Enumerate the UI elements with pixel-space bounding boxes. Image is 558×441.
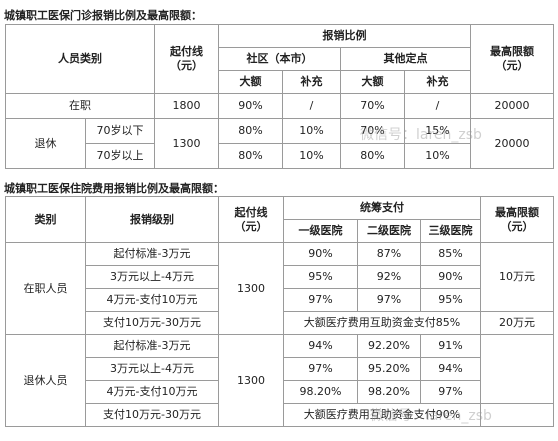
cell: 70% (340, 93, 405, 119)
cell: 95% (420, 288, 481, 312)
cell: 90% (218, 93, 283, 119)
cell: 1300 (218, 334, 284, 427)
cell: 20000 (470, 118, 554, 169)
cell: 92.20% (357, 334, 421, 358)
section-title: 城镇职工医保门诊报销比例及最高限额： (4, 9, 202, 22)
header-cell: 一级医院 (283, 219, 358, 243)
cell: 80% (340, 143, 405, 169)
header-cell: 报销级别 (85, 196, 219, 243)
cell: 95.20% (357, 357, 421, 381)
cell: 10% (404, 143, 471, 169)
cell: 95% (283, 265, 358, 289)
cell: 在职人员 (5, 242, 86, 335)
cell: 70岁以上 (85, 143, 155, 169)
cell: 大额医疗费用互助资金支付85% (283, 311, 481, 335)
header-text: （元） (500, 219, 534, 233)
cell: 97% (357, 288, 421, 312)
cell: 起付标准-3万元 (85, 242, 219, 266)
cell: 退休 (5, 118, 86, 169)
cell: 在职 (5, 93, 155, 119)
watermark: 微信号：laren_zsb (370, 408, 492, 424)
cell: 1800 (154, 93, 219, 119)
cell (480, 403, 554, 427)
cell: 1300 (154, 118, 219, 169)
cell: 98.20% (283, 380, 358, 404)
header-cell: 补充 (282, 70, 341, 94)
header-text: （元） (234, 219, 268, 233)
header-cell: 大额 (218, 70, 283, 94)
cell (480, 334, 554, 404)
cell: 4万元-支付10万元 (85, 380, 219, 404)
cell: 70岁以下 (85, 118, 155, 144)
cell: 94% (283, 334, 358, 358)
cell: 3万元以上-4万元 (85, 265, 219, 289)
cell: 支付10万元-30万元 (85, 403, 219, 427)
header-cell: 报销比例 (218, 24, 471, 48)
header-cell: 三级医院 (420, 219, 481, 243)
cell: 起付标准-3万元 (85, 334, 219, 358)
cell: 1300 (218, 242, 284, 335)
cell: / (282, 93, 341, 119)
header-text: 最高限额 (495, 205, 539, 219)
cell: 97% (283, 288, 358, 312)
cell: 98.20% (357, 380, 421, 404)
header-cell: 人员类别 (5, 24, 155, 94)
header-cell: 社区（本市） (218, 47, 341, 71)
cell: 94% (420, 357, 481, 381)
section-title: 城镇职工医保住院费用报销比例及最高限额： (4, 182, 224, 195)
header-cell: 补充 (404, 70, 471, 94)
cell: 97% (420, 380, 481, 404)
cell: 70% (340, 118, 405, 144)
cell: 3万元以上-4万元 (85, 357, 219, 381)
header-cell: 最高限额 （元） (480, 196, 554, 243)
header-cell: 起付线 （元） (218, 196, 284, 243)
watermark: 微信号：laren_zsb (360, 127, 482, 143)
header-text: 起付线 (234, 205, 268, 219)
inpatient-table: 类别 报销级别 起付线 （元） 统筹支付 最高限额 （元） 一级医院 二级医院 三级医院 … (5, 196, 554, 427)
cell: 80% (218, 143, 283, 169)
header-cell: 其他定点 (340, 47, 471, 71)
cell: 10万元 (480, 242, 554, 312)
header-text: 起付线 (170, 45, 203, 58)
header-text: （元） (170, 59, 203, 72)
header-cell: 最高限额 （元） (470, 24, 554, 94)
cell: / (404, 93, 471, 119)
cell: 10% (282, 143, 341, 169)
outpatient-table: 人员类别 起付线 （元） 报销比例 最高限额 （元） 社区（本市） 其他定点 大额 补充… (5, 24, 554, 169)
cell: 80% (218, 118, 283, 144)
cell: 90% (283, 242, 358, 266)
header-cell: 起付线 （元） (154, 24, 219, 94)
header-cell: 类别 (5, 196, 86, 243)
cell: 4万元-支付10万元 (85, 288, 219, 312)
header-text: （元） (495, 59, 529, 72)
cell: 15% (404, 118, 471, 144)
cell: 85% (420, 242, 481, 266)
cell: 87% (357, 242, 421, 266)
cell: 92% (357, 265, 421, 289)
cell: 20000 (470, 93, 554, 119)
header-cell: 二级医院 (357, 219, 421, 243)
cell: 退休人员 (5, 334, 86, 427)
header-cell: 大额 (340, 70, 405, 94)
header-text: 最高限额 (490, 45, 534, 58)
cell: 90% (420, 265, 481, 289)
cell: 支付10万元-30万元 (85, 311, 219, 335)
header-cell: 统筹支付 (283, 196, 481, 220)
cell: 97% (283, 357, 358, 381)
cell: 91% (420, 334, 481, 358)
cell: 20万元 (480, 311, 554, 335)
cell: 10% (282, 118, 341, 144)
